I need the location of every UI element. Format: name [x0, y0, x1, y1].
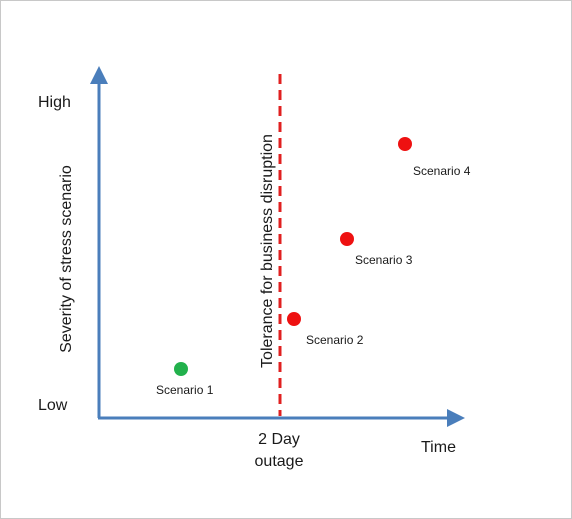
scenario-3-point [340, 232, 354, 246]
scenario-4-point [398, 137, 412, 151]
threshold-x-label-line1: 2 Day [258, 431, 300, 448]
scenario-2-label: Scenario 2 [306, 333, 364, 347]
scenario-1-point [174, 362, 188, 376]
scenario-2-point [287, 312, 301, 326]
y-tick-high: High [38, 94, 71, 111]
threshold-line-label: Tolerance for business disruption [259, 134, 276, 368]
threshold-x-label-line2: outage [255, 453, 304, 470]
scenario-1-label: Scenario 1 [156, 383, 214, 397]
y-axis-label: Severity of stress scenario [58, 165, 75, 353]
x-axis-label: Time [421, 439, 456, 456]
scenario-4-label: Scenario 4 [413, 164, 471, 178]
y-tick-low: Low [38, 397, 68, 414]
scenario-3-label: Scenario 3 [355, 253, 413, 267]
